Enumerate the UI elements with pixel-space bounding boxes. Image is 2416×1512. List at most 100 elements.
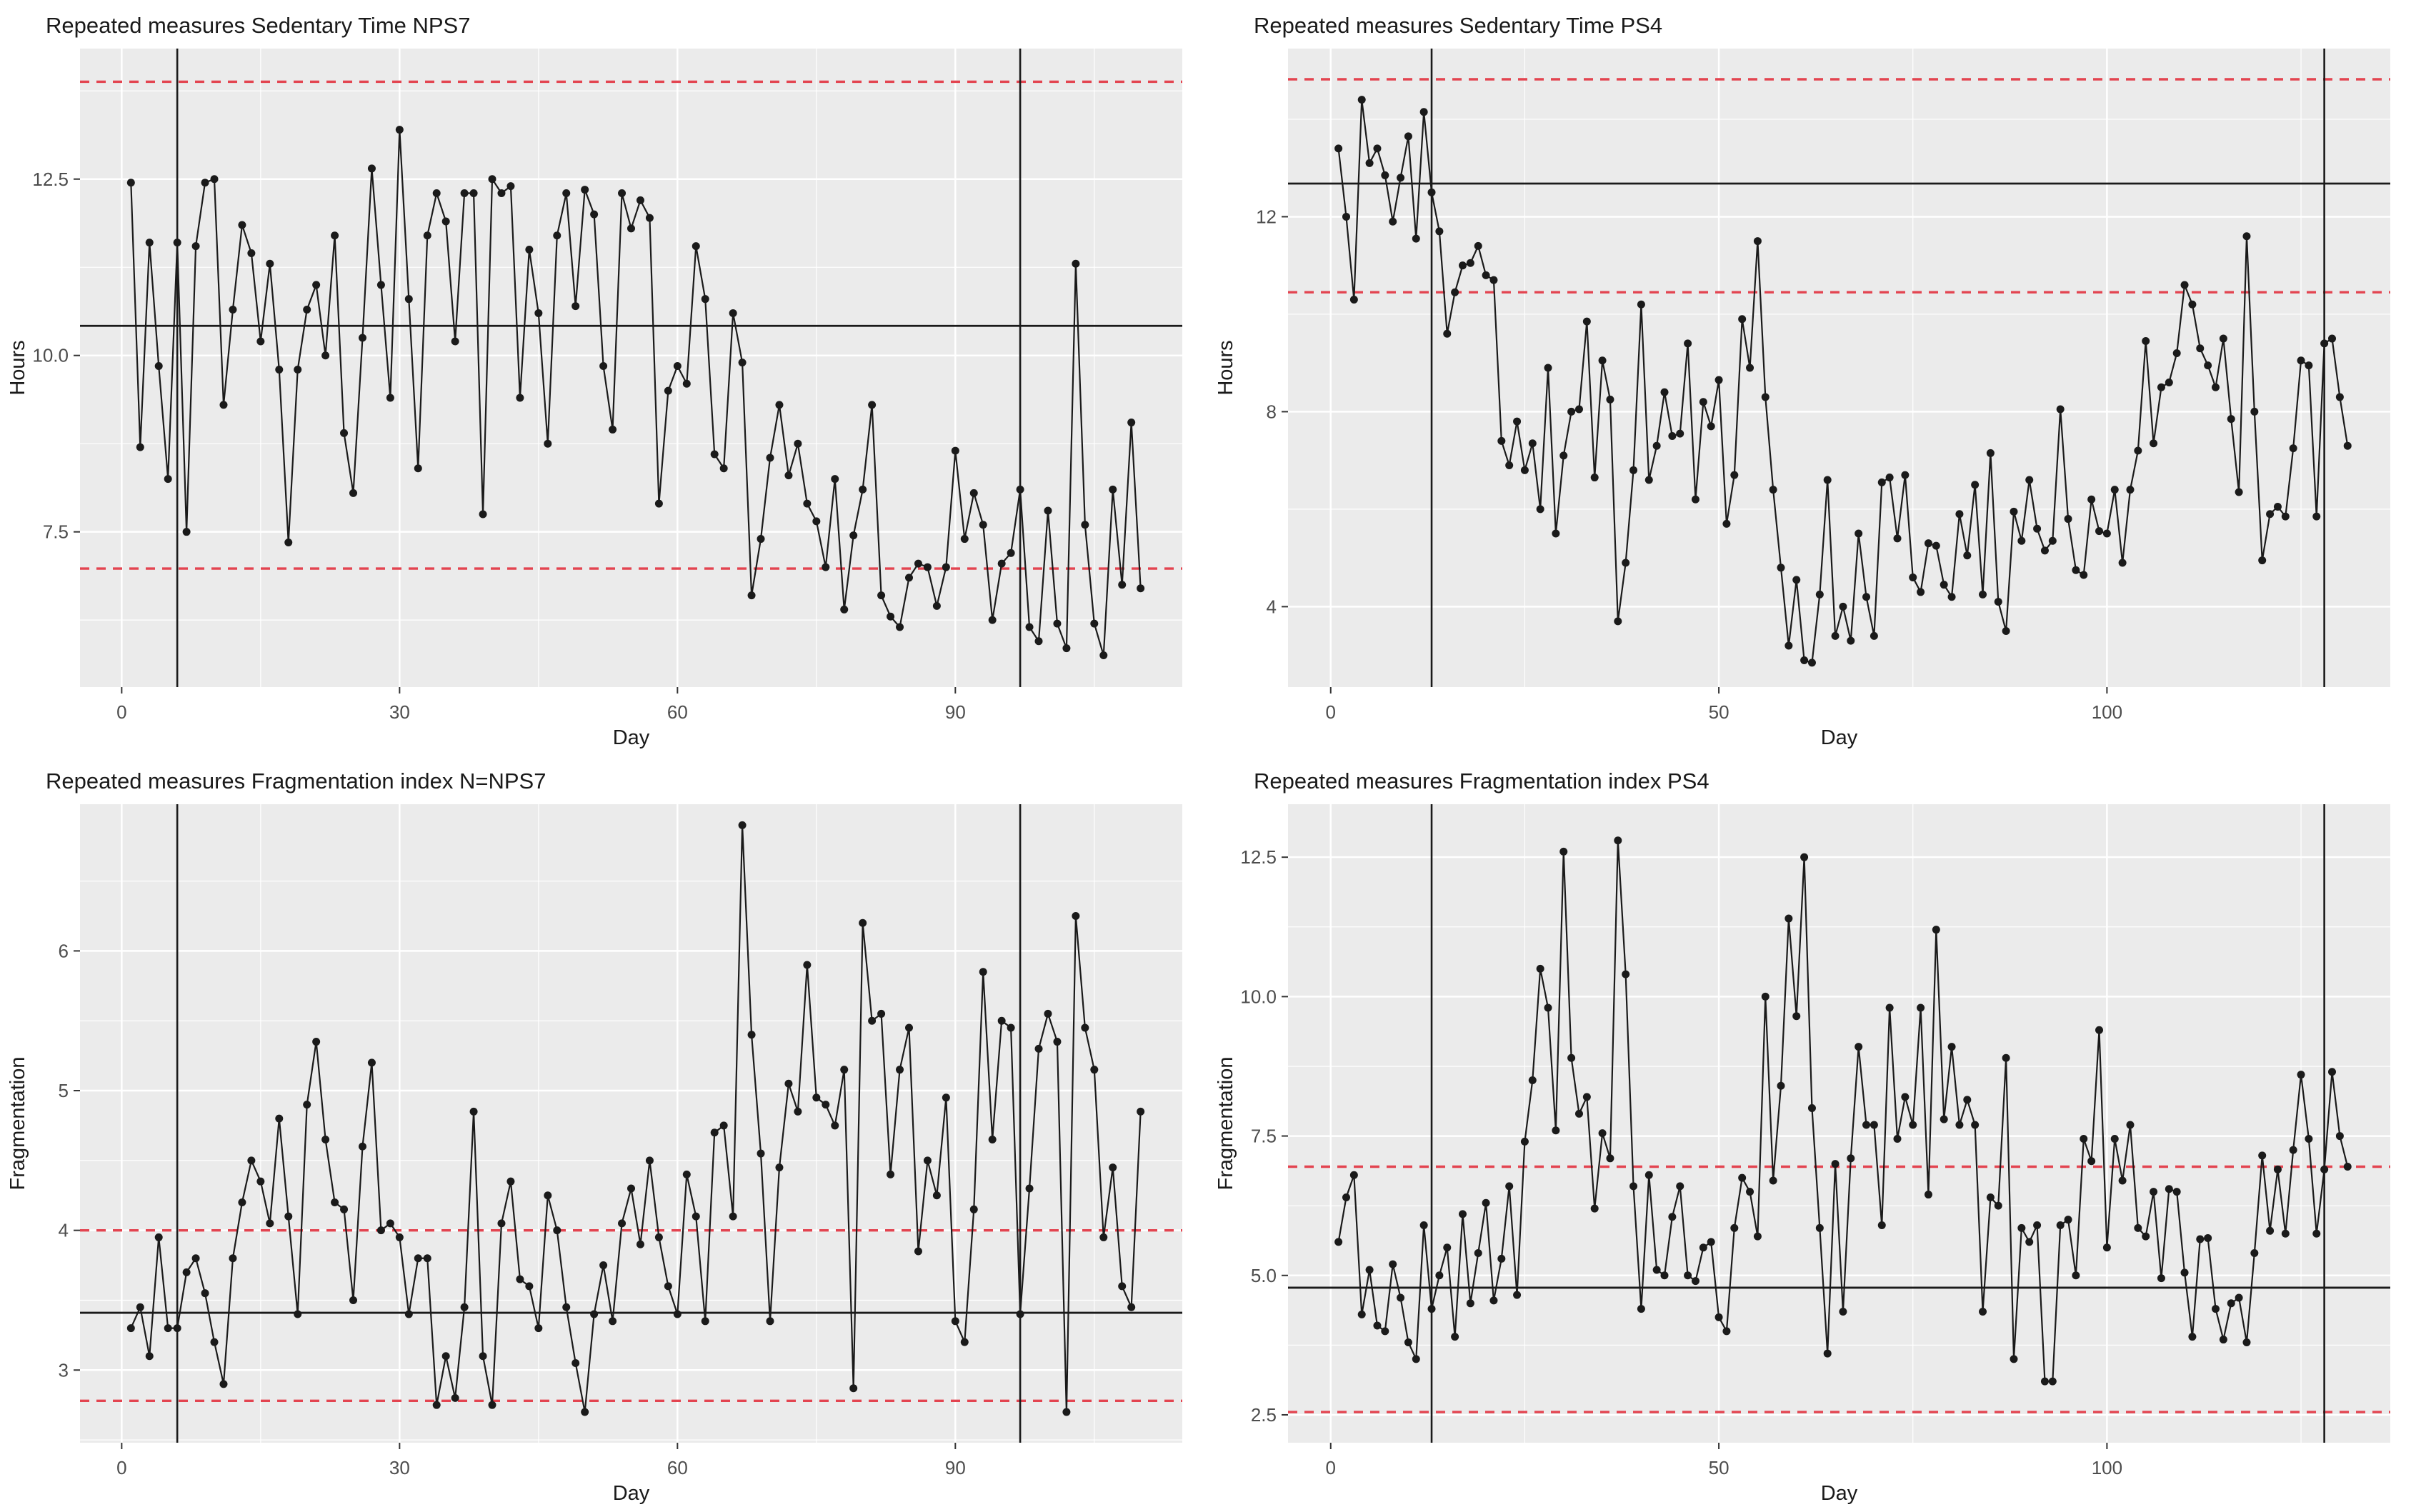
- data-point: [1676, 1182, 1684, 1191]
- data-point: [1839, 1308, 1847, 1316]
- data-point: [1365, 1266, 1374, 1274]
- data-point: [201, 179, 209, 187]
- data-point: [1986, 1193, 1995, 1201]
- data-point: [682, 379, 691, 388]
- data-point: [2196, 1235, 2205, 1243]
- data-point: [581, 186, 589, 194]
- data-point: [914, 559, 922, 568]
- data-point: [182, 1268, 191, 1276]
- data-point: [1567, 1053, 1576, 1062]
- data-point: [312, 281, 321, 289]
- data-point: [1909, 573, 1917, 581]
- data-point: [1893, 534, 1902, 543]
- data-point: [1090, 619, 1099, 628]
- data-point: [609, 425, 617, 434]
- y-axis-label: Hours: [6, 340, 29, 395]
- data-point: [1044, 506, 1052, 515]
- data-point: [525, 1282, 534, 1291]
- data-point: [2204, 1233, 2212, 1242]
- data-point: [2180, 1268, 2189, 1277]
- data-point: [822, 1101, 830, 1109]
- data-point: [321, 351, 330, 360]
- data-point: [859, 485, 867, 494]
- data-point: [1365, 159, 1374, 167]
- y-tick-label: 2.5: [1251, 1404, 1277, 1426]
- data-point: [747, 591, 756, 600]
- data-point: [2102, 1243, 2111, 1252]
- data-point: [1761, 393, 1769, 401]
- data-point: [701, 1317, 709, 1326]
- y-tick-label: 4: [59, 1220, 69, 1241]
- data-point: [1753, 1232, 1762, 1241]
- data-point: [423, 231, 431, 240]
- data-point: [1807, 659, 1816, 667]
- data-point: [1831, 1160, 1840, 1168]
- data-point: [376, 1226, 385, 1235]
- data-point: [2227, 415, 2235, 424]
- data-point: [2080, 571, 2088, 579]
- data-point: [1520, 466, 1529, 474]
- x-tick-label: 50: [1709, 1457, 1729, 1478]
- y-tick-label: 6: [59, 940, 69, 961]
- x-tick-label: 0: [116, 1457, 126, 1478]
- data-point: [1784, 641, 1793, 650]
- data-point: [1397, 174, 1405, 182]
- x-tick-label: 90: [945, 701, 966, 723]
- data-point: [1574, 1109, 1583, 1118]
- data-point: [1381, 1327, 1389, 1336]
- data-point: [1466, 259, 1474, 267]
- x-tick-label: 30: [389, 1457, 410, 1478]
- data-point: [544, 439, 552, 448]
- data-point: [1489, 1296, 1498, 1305]
- y-axis-label: Hours: [1214, 340, 1237, 395]
- data-point: [1644, 476, 1653, 484]
- data-point: [1099, 1233, 1108, 1241]
- data-point: [210, 175, 219, 184]
- data-point: [358, 1142, 366, 1151]
- data-point: [877, 1009, 886, 1018]
- data-point: [284, 538, 293, 546]
- data-point: [1528, 439, 1537, 448]
- data-point: [2204, 361, 2212, 370]
- data-point: [2305, 1134, 2313, 1143]
- data-point: [1606, 395, 1614, 404]
- data-point: [256, 1177, 265, 1186]
- data-point: [904, 574, 913, 582]
- data-point: [229, 1254, 237, 1263]
- data-point: [238, 221, 246, 229]
- data-point: [2157, 1274, 2165, 1283]
- data-point: [266, 1219, 274, 1228]
- data-point: [1855, 1043, 1863, 1051]
- data-point: [1738, 315, 1747, 324]
- data-point: [2040, 546, 2049, 555]
- data-point: [2040, 1377, 2049, 1386]
- data-point: [2110, 486, 2119, 494]
- data-point: [1691, 495, 1699, 504]
- panel-sedentary-nps7: Repeated measures Sedentary Time NPS7 0 3…: [0, 0, 1208, 756]
- data-point: [1334, 1238, 1343, 1246]
- data-point: [1614, 617, 1622, 626]
- data-point: [1435, 227, 1444, 236]
- data-point: [2142, 1232, 2150, 1241]
- data-point: [2180, 281, 2189, 289]
- data-point: [2126, 1121, 2135, 1129]
- data-point: [1404, 1338, 1412, 1346]
- data-point: [2134, 1223, 2142, 1232]
- data-point: [1544, 364, 1552, 372]
- data-point: [859, 918, 867, 927]
- data-point: [738, 821, 747, 829]
- x-tick-label: 90: [945, 1457, 966, 1478]
- data-point: [2235, 488, 2243, 496]
- y-tick-label: 10.0: [1240, 986, 1277, 1007]
- data-point: [1940, 1115, 1948, 1123]
- data-point: [2281, 512, 2290, 521]
- data-point: [173, 239, 181, 247]
- y-tick-label: 4: [1267, 596, 1277, 617]
- data-point: [1497, 436, 1506, 445]
- data-point: [219, 401, 228, 409]
- data-point: [618, 189, 627, 198]
- data-point: [766, 454, 774, 462]
- data-point: [2165, 378, 2173, 386]
- data-point: [1474, 1249, 1482, 1258]
- data-point: [1118, 581, 1127, 589]
